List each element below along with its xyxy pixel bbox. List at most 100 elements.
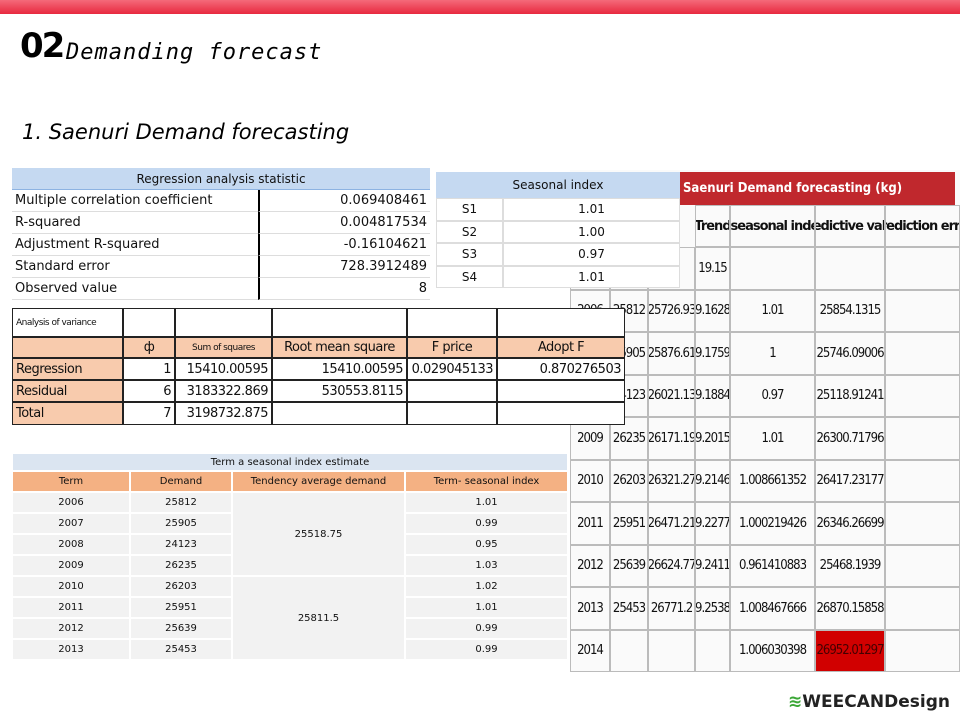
cell: F price [407, 337, 497, 358]
cell-bg [885, 247, 960, 290]
cell: 2011 [12, 597, 130, 618]
cell: R-squared [12, 212, 258, 234]
cell: 7 [123, 402, 175, 425]
cell: Term a seasonal index estimate [12, 453, 568, 471]
cell: 26203 [610, 459, 648, 502]
cell-bg [815, 247, 885, 290]
cell: 26870.15858 [815, 587, 885, 630]
section-number: 02 [20, 26, 65, 66]
cell: 3198732.875 [175, 402, 272, 425]
cell-bg [885, 289, 960, 332]
cell: 1.008467666 [730, 587, 815, 630]
cell: Adjustment R-squared [12, 234, 258, 256]
cell: 19.24115 [695, 544, 730, 587]
cell: 1.01 [503, 198, 680, 221]
cell-bg [885, 417, 960, 460]
cell-bg [123, 308, 175, 337]
logo-text: WEECANDesign [802, 692, 950, 712]
cell: 2013 [12, 639, 130, 660]
cell-bg [12, 337, 123, 358]
cell: S2 [436, 220, 503, 243]
cell: 0.004817534 [258, 212, 430, 234]
cell: 2006 [12, 492, 130, 513]
cell: 0.99 [405, 639, 568, 660]
cell-bg [272, 308, 407, 337]
cell: Seasonal index [436, 172, 680, 198]
cell: 26021.13 [648, 374, 695, 417]
cell-bg [885, 332, 960, 375]
cell-bg [885, 544, 960, 587]
cell: 19.18846 [695, 374, 730, 417]
cell: 1.03 [405, 555, 568, 576]
cell-bg [175, 308, 272, 337]
cell: 1.01 [405, 597, 568, 618]
cell: Predictive value [815, 205, 885, 247]
cell: ф [123, 337, 175, 358]
cell: 25854.1315 [815, 289, 885, 332]
cell-bg [885, 459, 960, 502]
cell: S3 [436, 243, 503, 266]
cell-bg [497, 308, 625, 337]
cell: 8 [258, 278, 430, 300]
cell: 25812 [130, 492, 232, 513]
cell: 26235 [610, 417, 648, 460]
cell: 25811.5 [232, 576, 405, 660]
cell: 19.16288 [695, 289, 730, 332]
cell: 2013 [570, 587, 610, 630]
cell: 25453 [610, 587, 648, 630]
cell: 1.000219426 [730, 502, 815, 545]
cell: 26771.2 [648, 587, 695, 630]
cell: 0.870276503 [497, 358, 625, 380]
cell-bg [885, 629, 960, 672]
cell: 25468.1939 [815, 544, 885, 587]
cell: Standard error [12, 256, 258, 278]
cell: 6 [123, 380, 175, 402]
cell: 0.069408461 [258, 190, 430, 212]
cell: 26171.19 [648, 417, 695, 460]
cell-bg [648, 629, 695, 672]
cell: 26203 [130, 576, 232, 597]
cell: S1 [436, 198, 503, 221]
cell: 1.01 [730, 417, 815, 460]
cell: 25453 [130, 639, 232, 660]
cell: 2008 [12, 534, 130, 555]
cell: 2012 [570, 544, 610, 587]
section-title: Demanding forecast [66, 40, 323, 65]
cell: 25639 [610, 544, 648, 587]
cell: 15410.00595 [272, 358, 407, 380]
cell-bg [885, 587, 960, 630]
cell: Sum of squares [175, 337, 272, 358]
cell: 25639 [130, 618, 232, 639]
cell: 15410.00595 [175, 358, 272, 380]
cell: Regression analysis statistic [12, 168, 430, 190]
subtitle: 1. Saenuri Demand forecasting [22, 120, 350, 144]
cell: 0.029045133 [407, 358, 497, 380]
cell: 19.17593 [695, 332, 730, 375]
cell: 1.02 [405, 576, 568, 597]
cell: 26235 [130, 555, 232, 576]
cell: 19.25386 [695, 587, 730, 630]
cell: 26321.27 [648, 459, 695, 502]
cell: 2012 [12, 618, 130, 639]
cell-bg [885, 502, 960, 545]
cell: -0.16104621 [258, 234, 430, 256]
cell: 1 [730, 332, 815, 375]
cell: 1 [123, 358, 175, 380]
cell: S4 [436, 265, 503, 288]
cell: Root mean square [272, 337, 407, 358]
cell: 0.99 [405, 513, 568, 534]
cell: Term- seasonal index [405, 471, 568, 492]
cell: 0.961410883 [730, 544, 815, 587]
cell: Demand [130, 471, 232, 492]
cell: 1.01 [405, 492, 568, 513]
cell: 25951 [130, 597, 232, 618]
cell: 1.006030398 [730, 629, 815, 672]
cell: 25905 [130, 513, 232, 534]
cell: Total [12, 402, 123, 425]
cell: 0.95 [405, 534, 568, 555]
cell: Prediction error [885, 205, 960, 247]
cell-bg [497, 402, 625, 425]
cell: 25726.93 [648, 289, 695, 332]
